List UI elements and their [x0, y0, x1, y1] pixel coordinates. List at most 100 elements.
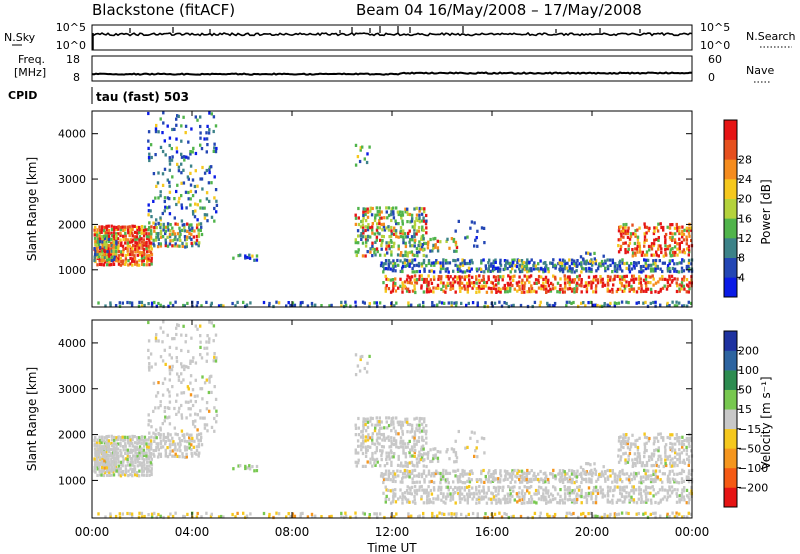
power-cell [459, 280, 462, 284]
velocity-cell [617, 448, 620, 452]
velocity-cell [103, 453, 106, 457]
velocity-cell [604, 477, 607, 481]
power-cell [369, 235, 372, 239]
velocity-cell [124, 448, 128, 452]
velocity-cell [362, 417, 365, 421]
power-cell [128, 301, 132, 305]
velocity-cell [418, 457, 421, 462]
velocity-cell [537, 497, 541, 501]
velocity-cell [549, 472, 552, 476]
velocity-cell [411, 448, 414, 452]
velocity-cell [415, 457, 419, 461]
velocity-cell [666, 489, 669, 493]
velocity-cell [209, 514, 213, 518]
velocity-cell [140, 515, 144, 519]
velocity-cell [140, 461, 144, 465]
power-cell [371, 241, 374, 245]
velocity-cell [429, 500, 433, 504]
power-cell [395, 235, 398, 239]
power-cell [363, 301, 366, 305]
velocity-cell [549, 500, 553, 504]
power-cell [482, 274, 485, 278]
power-cell [455, 245, 459, 249]
velocity-cell [149, 461, 153, 465]
power-cell [362, 207, 365, 211]
velocity-cell [176, 454, 179, 458]
power-cell [577, 277, 581, 282]
power-cell [431, 301, 434, 305]
power-cell [375, 301, 378, 305]
velocity-cell [357, 458, 360, 462]
power-cell [119, 238, 122, 242]
velocity-cell [192, 422, 195, 426]
velocity-cell [528, 491, 531, 495]
velocity-cell [644, 477, 648, 481]
velocity-cell [143, 453, 146, 457]
velocity-cell [164, 448, 167, 452]
velocity-cell [585, 500, 589, 505]
power-cell [164, 205, 167, 209]
velocity-cell [112, 442, 116, 446]
power-cell [205, 137, 209, 141]
velocity-cell [489, 497, 493, 501]
power-cell [456, 258, 460, 262]
power-cell [132, 244, 135, 248]
velocity-cell [675, 433, 678, 437]
velocity-cell [540, 498, 543, 502]
power-cell [666, 303, 669, 307]
velocity-cell [117, 464, 121, 468]
velocity-cell [399, 441, 402, 445]
velocity-cell [468, 470, 472, 474]
velocity-cell [188, 436, 191, 440]
velocity-cell [105, 456, 108, 460]
velocity-cell [208, 377, 211, 381]
power-cell [657, 280, 660, 284]
power-cell [660, 225, 663, 230]
power-cell [145, 263, 148, 267]
power-cell [433, 304, 436, 308]
power-cell [374, 213, 377, 217]
power-cell [394, 281, 397, 285]
velocity-cell [580, 512, 583, 516]
velocity-cell [106, 460, 109, 464]
power-cell [128, 244, 131, 248]
power-cell [93, 228, 96, 232]
velocity-cell [184, 455, 187, 459]
velocity-cell [126, 451, 130, 455]
power-cell [388, 247, 391, 251]
velocity-cell [471, 511, 475, 516]
velocity-cell [136, 473, 139, 478]
velocity-cell [110, 452, 113, 456]
velocity-cell [406, 430, 409, 434]
power-cell [478, 290, 481, 294]
power-cell [184, 131, 187, 135]
power-cell [458, 267, 461, 271]
velocity-cell [129, 438, 132, 442]
power-cell [570, 280, 574, 284]
power-cell [140, 225, 144, 229]
velocity-cell [384, 472, 387, 476]
velocity-cell [362, 426, 365, 430]
power-cell [518, 270, 522, 274]
power-cell [518, 263, 521, 267]
velocity-cell [175, 332, 178, 337]
power-cell [203, 206, 206, 210]
velocity-cell [187, 365, 190, 370]
power-cell [446, 281, 449, 285]
power-cell [119, 228, 123, 232]
power-cell [566, 261, 569, 265]
power-cell [526, 258, 529, 262]
velocity-cell [621, 500, 624, 504]
power-cell [623, 286, 627, 290]
velocity-cell [178, 440, 182, 444]
velocity-cell [147, 356, 150, 360]
power-cell [378, 210, 381, 214]
power-cell [188, 228, 191, 232]
power-cell [584, 283, 588, 288]
velocity-cell [190, 433, 193, 437]
power-cell [354, 143, 358, 147]
power-cell [155, 235, 158, 239]
power-cell [460, 281, 464, 285]
velocity-cell [563, 477, 566, 481]
